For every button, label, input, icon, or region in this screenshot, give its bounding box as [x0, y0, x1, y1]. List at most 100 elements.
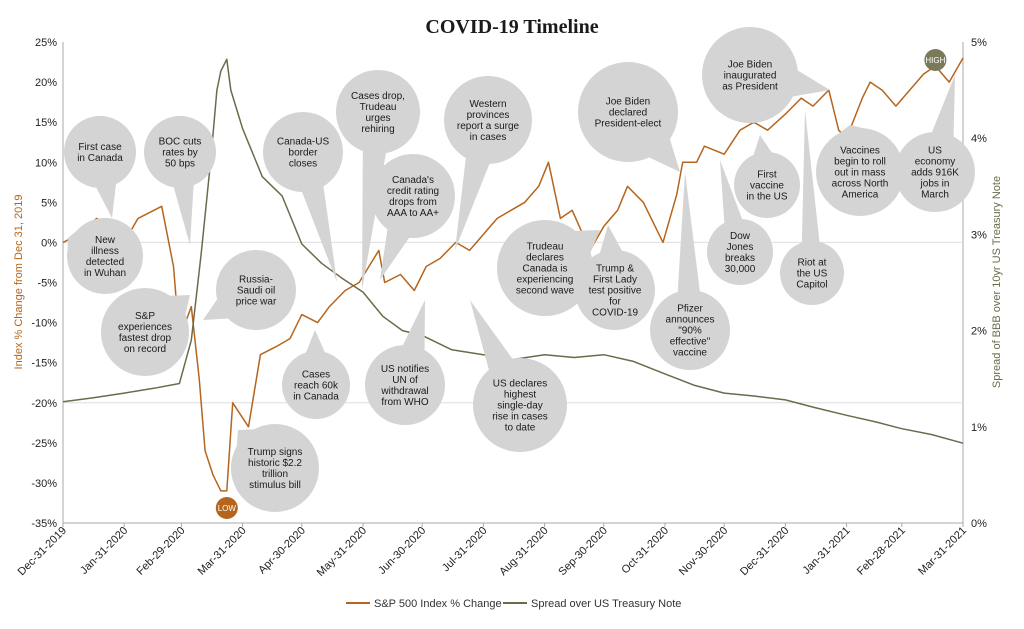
- callout-bubble: [444, 76, 532, 164]
- callout-text: price war: [236, 297, 277, 308]
- callout-bubble: [816, 128, 904, 216]
- callout-text: in Canada: [77, 153, 123, 164]
- y-tick-label: -10%: [31, 318, 57, 330]
- callout-text: Dow: [730, 231, 751, 242]
- callout-pointer: [801, 110, 820, 243]
- callout-text: vaccine: [673, 348, 707, 359]
- callout-bubble: [575, 250, 655, 330]
- x-tick-label: Sep-30-2020: [556, 525, 609, 578]
- y-tick-label: -5%: [37, 278, 57, 290]
- callout-text: fastest drop: [119, 333, 172, 344]
- callout-pointer: [455, 157, 490, 250]
- y-tick-label: 5%: [41, 197, 57, 209]
- callout-text: UN of: [392, 375, 418, 386]
- callout-text: Saudi oil: [237, 286, 275, 297]
- callout-text: Canada's: [392, 175, 434, 186]
- callout-text: on record: [124, 344, 166, 355]
- callout-text: Pfizer: [677, 304, 703, 315]
- callout-pointer: [380, 229, 410, 280]
- spread-line: [62, 58, 964, 444]
- callout-text: effective": [670, 337, 711, 348]
- callout-pointer: [649, 139, 680, 172]
- x-tick-label: Oct-31-2020: [619, 525, 671, 577]
- y-tick-label: 15%: [35, 117, 57, 129]
- callout-text: illness: [91, 246, 119, 257]
- callout-text: US declares: [493, 379, 547, 390]
- callout-text: COVID-19: [592, 308, 639, 319]
- callout-bubble: [365, 345, 445, 425]
- x-tick-label: Jul-31-2020: [440, 525, 490, 575]
- callout-text: provinces: [467, 110, 510, 121]
- callout-text: Capitol: [796, 280, 827, 291]
- callout-text: Riot at: [798, 258, 827, 269]
- x-tick-label: Feb-28-2021: [855, 525, 908, 578]
- y-tick-label: 20%: [35, 77, 57, 89]
- callout-text: historic $2.2: [248, 458, 302, 469]
- callout-text: in the US: [746, 192, 787, 203]
- callout-text: Cases drop,: [351, 91, 405, 102]
- callout-text: First case: [78, 142, 122, 153]
- callout-bubble: [702, 27, 798, 123]
- callout-text: announces: [666, 315, 715, 326]
- chart-title: COVID-19 Timeline: [425, 16, 598, 38]
- callout-bubble: [707, 219, 773, 285]
- y2-tick-label: 0%: [971, 518, 987, 530]
- x-tick-label: Dec-31-2019: [16, 525, 69, 578]
- callout-text: rehiring: [361, 124, 394, 135]
- x-tick-label: Jan-31-2021: [801, 525, 853, 577]
- callout-text: in Wuhan: [84, 268, 126, 279]
- callout-text: across North: [832, 179, 889, 190]
- y2-tick-label: 2%: [971, 326, 987, 338]
- callout-text: the US: [797, 269, 828, 280]
- callout-bubble: [371, 154, 455, 238]
- callout-text: border: [289, 148, 319, 159]
- high-marker: HIGH: [924, 49, 947, 71]
- callout-text: inaugurated: [724, 71, 777, 82]
- callout-pointer: [599, 225, 622, 253]
- y-tick-label: -35%: [31, 518, 57, 530]
- callout-text: begin to roll: [834, 157, 886, 168]
- callout-text: Canada-US: [277, 137, 330, 148]
- callout-bubble: [144, 116, 216, 188]
- x-tick-label: Jun-30-2020: [376, 525, 428, 577]
- callout-pointer: [203, 299, 228, 320]
- callout-bubble: [578, 62, 678, 162]
- callout-text: Canada is: [522, 264, 567, 275]
- y2-tick-label: 5%: [971, 37, 987, 49]
- callout-pointer: [792, 70, 830, 97]
- callout-bubble: [216, 250, 296, 330]
- callout-pointer: [931, 75, 955, 137]
- callout-text: rise in cases: [492, 412, 548, 423]
- y-tick-label: -15%: [31, 358, 57, 370]
- callout-text: detected: [86, 257, 124, 268]
- callout-text: single-day: [497, 401, 543, 412]
- left-axis-title: Index % Change from Dec 31, 2019: [13, 195, 25, 370]
- y-tick-label: -20%: [31, 398, 57, 410]
- y2-tick-label: 3%: [971, 229, 987, 241]
- legend-label-sp500: S&P 500 Index % Change: [374, 598, 502, 610]
- plot-area: [62, 57, 964, 492]
- callout-bubble: [473, 358, 567, 452]
- y2-tick-label: 1%: [971, 422, 987, 434]
- callout-pointer: [575, 230, 600, 253]
- callout-text: Trudeau: [360, 102, 397, 113]
- y-tick-label: 0%: [41, 237, 57, 249]
- callout-text: Jones: [727, 242, 754, 253]
- callout-pointer: [173, 185, 194, 245]
- callout-text: drops from: [389, 197, 437, 208]
- callout-text: Joe Biden: [728, 60, 772, 71]
- callout-text: stimulus bill: [249, 480, 301, 491]
- right-axis-title: Spread of BBB over 10yr US Treasury Note: [991, 176, 1003, 388]
- callout-text: BOC cuts: [159, 137, 202, 148]
